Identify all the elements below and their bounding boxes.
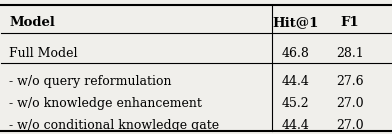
Text: Full Model: Full Model — [9, 47, 78, 60]
Text: 45.2: 45.2 — [281, 97, 309, 110]
Text: - w/o conditional knowledge gate: - w/o conditional knowledge gate — [9, 119, 219, 132]
Text: - w/o knowledge enhancement: - w/o knowledge enhancement — [9, 97, 202, 110]
Text: 27.6: 27.6 — [336, 75, 363, 88]
Text: 27.0: 27.0 — [336, 119, 363, 132]
Text: - w/o query reformulation: - w/o query reformulation — [9, 75, 172, 88]
Text: 28.1: 28.1 — [336, 47, 364, 60]
Text: Hit@1: Hit@1 — [272, 16, 318, 29]
Text: 46.8: 46.8 — [281, 47, 309, 60]
Text: 27.0: 27.0 — [336, 97, 363, 110]
Text: F1: F1 — [340, 16, 359, 29]
Text: Model: Model — [9, 16, 55, 29]
Text: 44.4: 44.4 — [281, 119, 309, 132]
Text: 44.4: 44.4 — [281, 75, 309, 88]
